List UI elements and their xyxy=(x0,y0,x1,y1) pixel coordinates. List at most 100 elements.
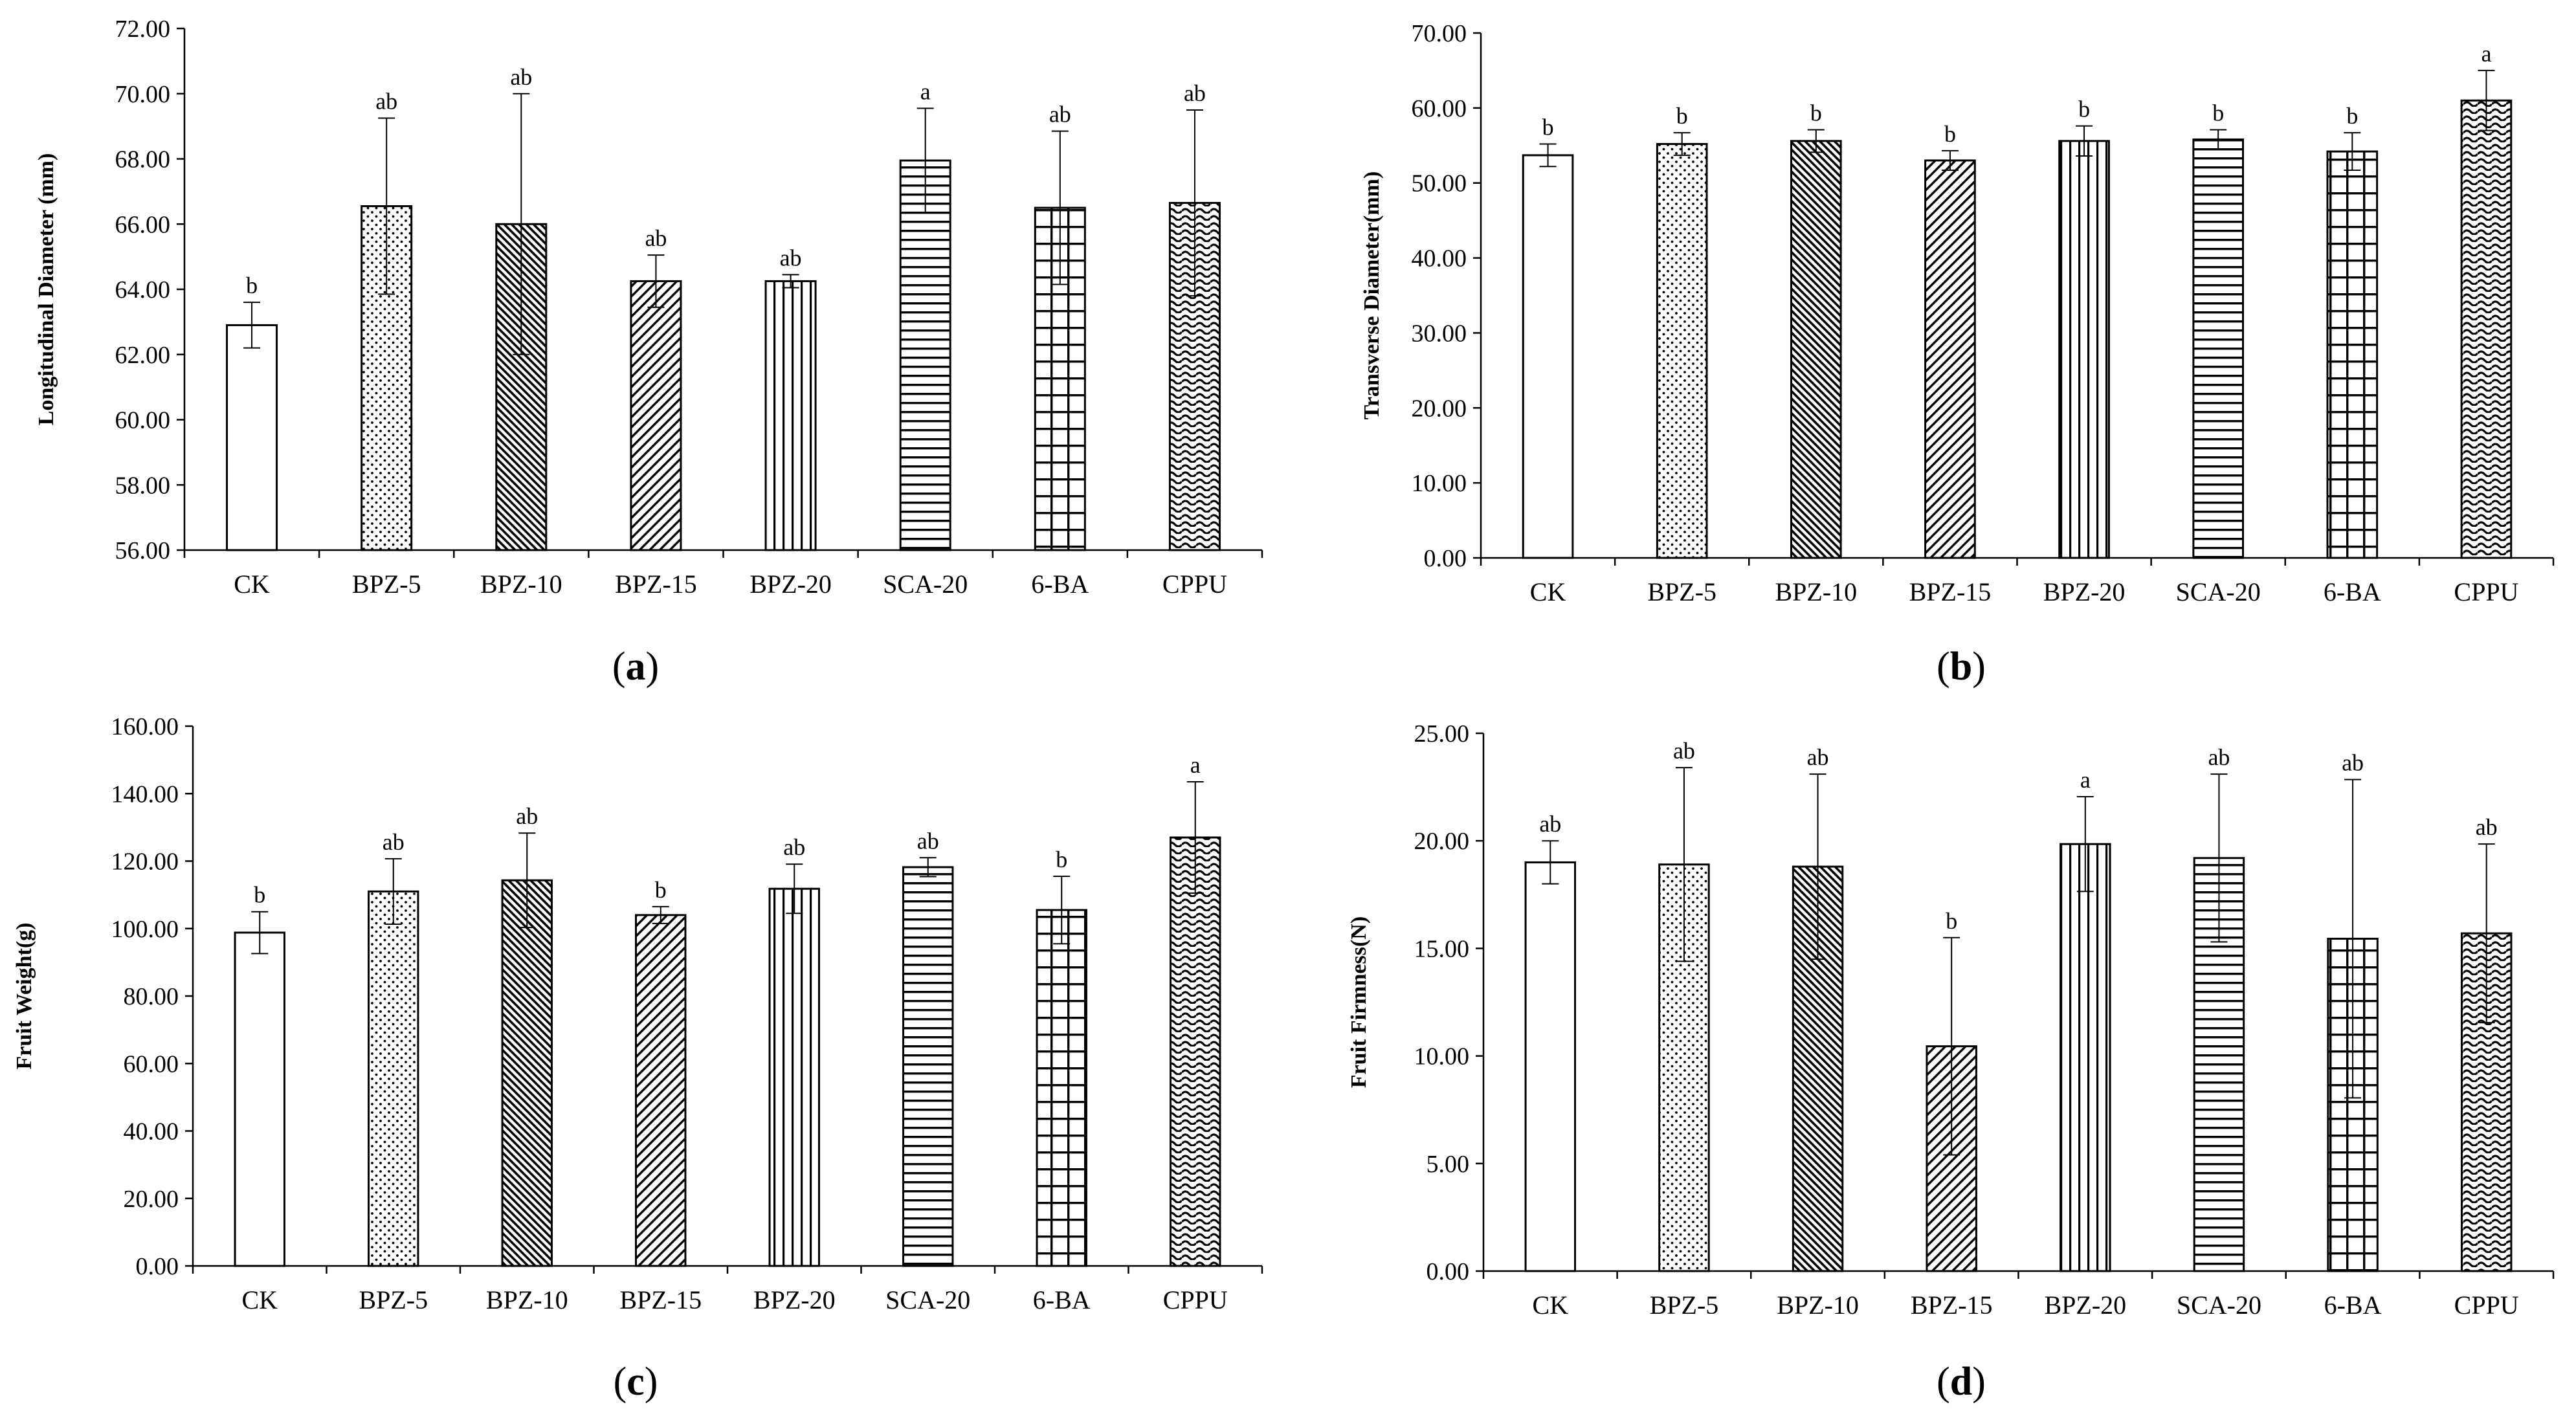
y-axis-label: Fruit Weight(g) xyxy=(12,923,36,1070)
x-tick-label: CK xyxy=(234,570,270,599)
x-tick-label: 6-BA xyxy=(1033,1285,1091,1314)
significance-letter: a xyxy=(2080,767,2091,793)
bar-bpz-15 xyxy=(1924,159,1976,559)
y-tick-label: 5.00 xyxy=(1427,1151,1470,1178)
x-tick-label: CPPU xyxy=(2454,1291,2519,1320)
y-tick-label: 120.00 xyxy=(111,848,179,876)
y-axis-label: Longitudinal Diameter (mm) xyxy=(34,153,58,426)
panel-caption: (c) xyxy=(614,1360,658,1404)
x-tick-label: BPZ-10 xyxy=(1775,577,1857,606)
y-tick-label: 140.00 xyxy=(111,781,179,808)
bar-bpz-5 xyxy=(368,890,419,1267)
y-axis-label: Transverse Diameter(mm) xyxy=(1360,172,1384,420)
x-tick-label: BPZ-15 xyxy=(615,570,697,599)
chart-b: 0.00 10.00 20.00 30.00 40.00 50.00 60.00 70.00 T… xyxy=(1360,20,2555,689)
x-tick-label: BPZ-5 xyxy=(1647,577,1716,606)
y-tick-label: 60.00 xyxy=(124,1050,179,1078)
x-tick-label: BPZ-5 xyxy=(1650,1291,1719,1320)
x-tick-label: SCA-20 xyxy=(2176,577,2261,606)
significance-letter: ab xyxy=(516,803,538,829)
y-tick-label: 30.00 xyxy=(1412,320,1467,347)
chart-d: 0.00 5.00 10.00 15.00 20.00 25.00 Fruit Firmne… xyxy=(1347,720,2555,1404)
y-tick-label: 72.00 xyxy=(115,16,171,43)
significance-letter: b xyxy=(1944,121,1956,147)
y-tick-label: 58.00 xyxy=(115,472,171,499)
x-tick-label: BPZ-5 xyxy=(359,1285,428,1314)
y-tick-label: 10.00 xyxy=(1412,470,1467,497)
significance-letter: a xyxy=(2481,41,2491,67)
bar-sca-20 xyxy=(2193,857,2245,1272)
significance-letter: b xyxy=(1810,100,1822,126)
y-tick-label: 70.00 xyxy=(1412,20,1467,47)
y-tick-label: 40.00 xyxy=(124,1118,179,1146)
x-tick-label: SCA-20 xyxy=(885,1285,970,1314)
y-tick-label: 60.00 xyxy=(115,407,171,434)
significance-letter: b xyxy=(1056,847,1067,872)
bar-6-ba xyxy=(2326,150,2379,559)
bar-bpz-15 xyxy=(630,280,682,551)
x-tick-label: BPZ-20 xyxy=(753,1285,836,1314)
bar-bpz-5 xyxy=(1656,142,1708,559)
significance-letter: ab xyxy=(1807,744,1829,770)
y-tick-label: 25.00 xyxy=(1414,720,1470,748)
bar-cppu xyxy=(2460,99,2513,559)
y-tick-label: 0.00 xyxy=(136,1253,179,1280)
panel-caption: (a) xyxy=(612,645,659,689)
bar-sca-20 xyxy=(2192,138,2245,559)
significance-letter: b xyxy=(254,882,265,908)
y-tick-label: 15.00 xyxy=(1414,935,1470,962)
significance-letter: b xyxy=(246,272,258,298)
significance-letter: b xyxy=(1542,114,1554,140)
y-tick-label: 70.00 xyxy=(115,81,171,108)
x-tick-label: CPPU xyxy=(1163,1285,1228,1314)
significance-letter: b xyxy=(1676,103,1688,129)
significance-letter: b xyxy=(655,877,667,903)
bar-sca-20 xyxy=(899,159,951,551)
bar-cppu xyxy=(1170,836,1221,1267)
y-tick-label: 0.00 xyxy=(1424,545,1467,572)
x-tick-label: CPPU xyxy=(2454,577,2518,606)
significance-letter: ab xyxy=(645,225,667,251)
y-tick-label: 62.00 xyxy=(115,342,171,369)
x-tick-label: SCA-20 xyxy=(883,570,968,599)
y-tick-label: 20.00 xyxy=(1412,395,1467,422)
y-tick-label: 0.00 xyxy=(1427,1258,1470,1285)
significance-letter: ab xyxy=(1673,738,1695,764)
significance-letter: b xyxy=(2346,103,2358,129)
significance-letter: b xyxy=(2212,100,2224,126)
significance-letter: ab xyxy=(510,64,532,90)
x-tick-label: CK xyxy=(1530,577,1566,606)
bar-ck xyxy=(1522,154,1574,559)
chart-a: 56.00 58.00 60.00 62.00 64.00 66.00 68.00 70.00… xyxy=(34,16,1263,689)
y-tick-label: 64.00 xyxy=(115,276,171,304)
bar-bpz-10 xyxy=(1790,140,1842,559)
x-tick-label: BPZ-20 xyxy=(749,570,832,599)
significance-letter: a xyxy=(920,78,931,104)
bar-ck xyxy=(1524,861,1577,1272)
bar-bpz-20 xyxy=(768,887,820,1267)
significance-letter: ab xyxy=(2208,744,2230,770)
x-tick-label: BPZ-10 xyxy=(1777,1291,1859,1320)
y-tick-label: 50.00 xyxy=(1412,170,1467,197)
x-tick-label: BPZ-5 xyxy=(352,570,421,599)
y-axis-label: Fruit Firmness(N) xyxy=(1347,916,1371,1088)
x-tick-label: CK xyxy=(1533,1291,1569,1320)
significance-letter: ab xyxy=(783,834,805,860)
y-tick-label: 56.00 xyxy=(115,537,171,564)
significance-letter: ab xyxy=(2342,749,2364,775)
y-tick-label: 66.00 xyxy=(115,211,171,238)
significance-letter: ab xyxy=(375,89,397,115)
significance-letter: ab xyxy=(2476,814,2498,840)
significance-letter: b xyxy=(2078,96,2090,122)
x-tick-label: BPZ-10 xyxy=(480,570,562,599)
x-tick-label: 6-BA xyxy=(2324,577,2381,606)
y-tick-label: 60.00 xyxy=(1412,95,1467,122)
significance-letter: ab xyxy=(1539,811,1561,837)
bar-bpz-20 xyxy=(764,280,817,551)
bar-bpz-10 xyxy=(501,879,553,1267)
significance-letter: b xyxy=(1946,908,1957,934)
significance-letter: ab xyxy=(780,245,802,271)
bar-bpz-20 xyxy=(2058,140,2110,559)
bar-6-ba xyxy=(1036,909,1087,1267)
